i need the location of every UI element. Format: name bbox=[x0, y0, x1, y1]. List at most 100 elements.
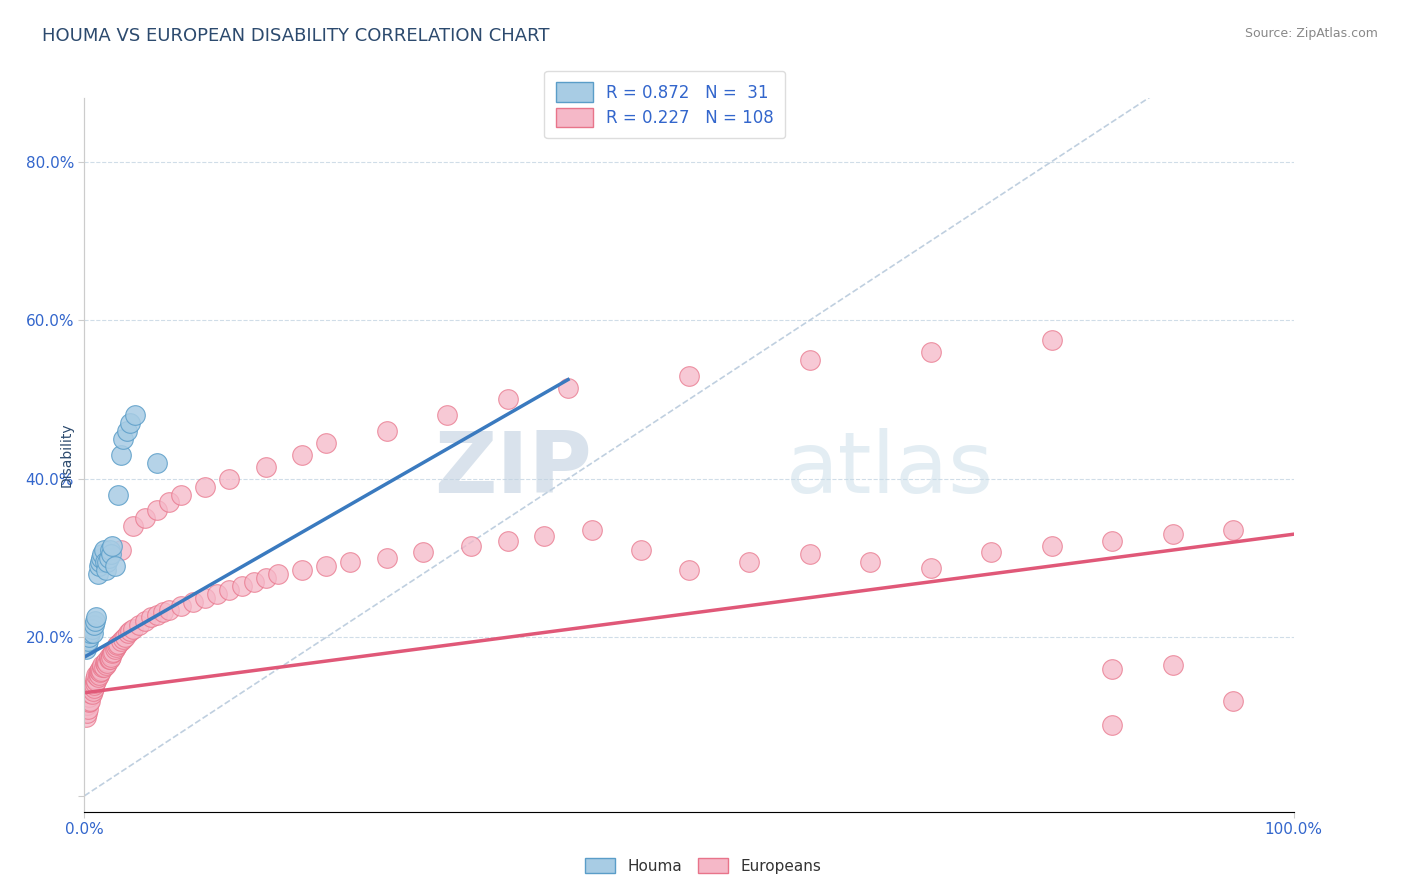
Point bbox=[84, 672, 107, 686]
Point bbox=[157, 602, 180, 616]
Point bbox=[90, 664, 112, 678]
Point bbox=[105, 638, 128, 652]
Point bbox=[1161, 527, 1184, 541]
Point bbox=[89, 662, 111, 676]
Point bbox=[581, 523, 603, 537]
Point bbox=[315, 436, 337, 450]
Point bbox=[94, 658, 117, 673]
Point bbox=[315, 558, 337, 573]
Point bbox=[75, 709, 97, 723]
Point bbox=[207, 587, 229, 601]
Point bbox=[79, 686, 101, 700]
Point bbox=[80, 623, 103, 637]
Point bbox=[1161, 658, 1184, 673]
Point bbox=[77, 694, 100, 708]
Point bbox=[98, 543, 121, 558]
Point bbox=[76, 706, 98, 720]
Point bbox=[89, 555, 111, 569]
Point bbox=[630, 543, 652, 558]
Point bbox=[93, 659, 115, 673]
Point bbox=[84, 676, 107, 690]
Point bbox=[218, 472, 240, 486]
Point bbox=[170, 599, 193, 613]
Point bbox=[120, 416, 142, 430]
Point bbox=[375, 424, 398, 438]
Text: Source: ZipAtlas.com: Source: ZipAtlas.com bbox=[1244, 27, 1378, 40]
Point bbox=[920, 560, 942, 574]
Point bbox=[79, 626, 101, 640]
Point bbox=[83, 618, 105, 632]
Point bbox=[115, 424, 138, 438]
Point bbox=[104, 640, 127, 654]
Point bbox=[218, 582, 240, 597]
Point bbox=[76, 698, 98, 712]
Point bbox=[1040, 539, 1063, 553]
Point bbox=[101, 646, 124, 660]
Point bbox=[460, 539, 482, 553]
Point bbox=[1101, 717, 1123, 731]
Point bbox=[86, 673, 108, 688]
Point bbox=[90, 551, 112, 566]
Legend: Houma, Europeans: Houma, Europeans bbox=[579, 852, 827, 880]
Point bbox=[86, 670, 108, 684]
Point bbox=[254, 571, 277, 585]
Point bbox=[139, 610, 162, 624]
Point bbox=[533, 529, 555, 543]
Text: atlas: atlas bbox=[786, 427, 994, 511]
Point bbox=[128, 618, 150, 632]
Text: ZIP: ZIP bbox=[434, 427, 592, 511]
Point bbox=[152, 605, 174, 619]
Point bbox=[86, 610, 108, 624]
Point bbox=[1222, 694, 1244, 708]
Point bbox=[103, 644, 125, 658]
Point bbox=[920, 344, 942, 359]
Point bbox=[86, 566, 108, 581]
Point bbox=[738, 555, 761, 569]
Point bbox=[112, 432, 135, 446]
Point bbox=[110, 543, 132, 558]
Point bbox=[291, 563, 314, 577]
Point bbox=[86, 668, 108, 682]
Point bbox=[980, 544, 1002, 558]
Point bbox=[799, 352, 821, 367]
Point bbox=[91, 547, 114, 561]
Point bbox=[194, 480, 217, 494]
Point bbox=[110, 448, 132, 462]
Y-axis label: Disability: Disability bbox=[59, 423, 73, 487]
Point bbox=[181, 594, 204, 608]
Point bbox=[1040, 333, 1063, 347]
Point bbox=[134, 511, 156, 525]
Point bbox=[678, 368, 700, 383]
Point bbox=[94, 657, 117, 671]
Point bbox=[77, 695, 100, 709]
Point bbox=[83, 678, 105, 692]
Point bbox=[124, 409, 146, 423]
Point bbox=[76, 638, 98, 652]
Point bbox=[82, 680, 104, 694]
Point bbox=[98, 651, 121, 665]
Point bbox=[96, 656, 118, 670]
Point bbox=[496, 533, 519, 548]
Legend: R = 0.872   N =  31, R = 0.227   N = 108: R = 0.872 N = 31, R = 0.227 N = 108 bbox=[544, 70, 786, 138]
Point bbox=[112, 632, 135, 646]
Point bbox=[134, 615, 156, 629]
Point bbox=[120, 624, 142, 638]
Point bbox=[104, 642, 127, 657]
Point bbox=[84, 615, 107, 629]
Point bbox=[557, 380, 579, 394]
Point bbox=[412, 544, 434, 558]
Point bbox=[77, 630, 100, 644]
Point bbox=[100, 547, 122, 561]
Point bbox=[91, 660, 114, 674]
Point bbox=[87, 667, 110, 681]
Point bbox=[110, 634, 132, 648]
Point bbox=[100, 650, 122, 665]
Point bbox=[242, 574, 264, 589]
Point bbox=[231, 579, 253, 593]
Point bbox=[97, 551, 120, 566]
Point bbox=[89, 665, 111, 680]
Point bbox=[79, 694, 101, 708]
Point bbox=[1101, 533, 1123, 548]
Point bbox=[86, 665, 108, 680]
Point bbox=[93, 543, 115, 558]
